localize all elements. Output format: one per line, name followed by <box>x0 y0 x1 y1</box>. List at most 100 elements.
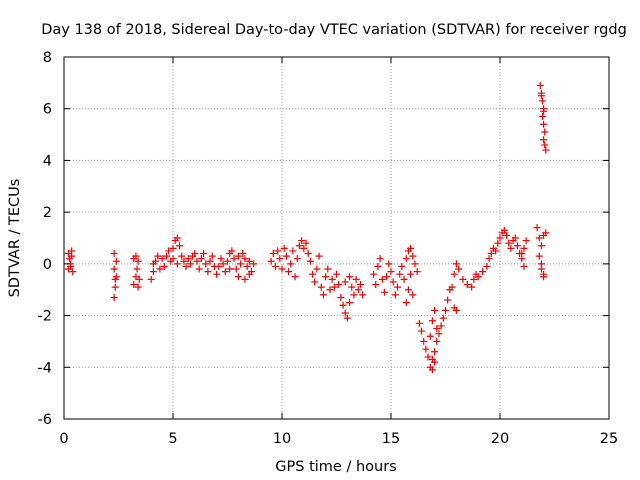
data-point <box>293 255 301 263</box>
data-point <box>433 337 441 345</box>
data-point <box>468 283 476 291</box>
data-point <box>536 81 544 89</box>
data-point <box>219 260 227 268</box>
data-point <box>492 247 500 255</box>
data-point <box>195 265 203 273</box>
data-point <box>537 242 545 250</box>
chart-title: Day 138 of 2018, Sidereal Day-to-day VTE… <box>41 22 627 38</box>
data-point <box>372 281 380 289</box>
x-tick-label: 20 <box>491 431 509 447</box>
x-tick-label: 0 <box>59 431 68 447</box>
data-point <box>237 260 245 268</box>
data-point <box>232 265 240 273</box>
data-point <box>455 265 463 273</box>
data-point <box>343 314 351 322</box>
data-point <box>540 136 548 144</box>
data-point <box>337 293 345 301</box>
data-point <box>315 252 323 260</box>
data-point <box>226 265 234 273</box>
data-point <box>374 262 382 270</box>
data-point <box>420 337 428 345</box>
data-point <box>154 252 162 260</box>
data-point <box>245 257 253 265</box>
data-point <box>287 260 295 268</box>
data-point <box>298 237 306 245</box>
data-point <box>520 244 528 252</box>
data-point <box>134 257 142 265</box>
data-point <box>356 281 364 289</box>
data-point <box>352 275 360 283</box>
data-point <box>250 260 258 268</box>
data-point <box>110 293 118 301</box>
data-point <box>540 120 548 128</box>
data-point <box>341 278 349 286</box>
data-point <box>228 247 236 255</box>
y-tick-label: 8 <box>43 50 52 66</box>
data-point <box>496 234 504 242</box>
y-tick-label: 2 <box>43 205 52 221</box>
data-point <box>241 255 249 263</box>
data-point <box>184 255 192 263</box>
data-point <box>341 309 349 317</box>
y-axis-label: SDTVAR / TECUs <box>7 179 23 298</box>
data-point <box>533 224 541 232</box>
data-point <box>407 270 415 278</box>
data-point <box>470 275 478 283</box>
data-point <box>178 252 186 260</box>
data-point <box>158 255 166 263</box>
data-point <box>221 268 229 276</box>
data-point <box>422 345 430 353</box>
data-point <box>282 252 290 260</box>
data-point <box>112 257 120 265</box>
data-point <box>541 141 549 149</box>
data-point <box>431 306 439 314</box>
data-point <box>239 250 247 258</box>
data-point <box>317 283 325 291</box>
data-point <box>487 250 495 258</box>
data-point <box>444 296 452 304</box>
data-point <box>215 262 223 270</box>
data-point <box>156 265 164 273</box>
data-point <box>274 247 282 255</box>
data-point <box>439 314 447 322</box>
data-point <box>328 275 336 283</box>
data-point <box>135 275 143 283</box>
data-point <box>130 281 138 289</box>
data-point <box>535 252 543 260</box>
x-tick-label: 10 <box>273 431 291 447</box>
data-point <box>494 239 502 247</box>
data-point <box>485 255 493 263</box>
data-point <box>511 234 519 242</box>
data-point <box>169 255 177 263</box>
data-point <box>186 260 194 268</box>
data-point <box>426 332 434 340</box>
data-point <box>224 257 231 265</box>
data-point <box>540 273 548 281</box>
data-point <box>540 107 548 115</box>
data-point <box>415 319 423 327</box>
data-point <box>245 270 253 278</box>
data-point <box>271 262 279 270</box>
data-point <box>182 262 190 270</box>
data-point <box>243 262 251 270</box>
data-point <box>520 262 528 270</box>
data-point <box>162 252 170 260</box>
data-point <box>522 237 530 245</box>
y-tick-label: 4 <box>43 153 52 169</box>
data-point <box>535 234 543 242</box>
data-point <box>330 283 338 291</box>
data-points <box>64 81 550 374</box>
data-point <box>404 286 412 294</box>
data-point <box>278 265 286 273</box>
data-point <box>285 268 293 276</box>
data-point <box>111 275 119 283</box>
data-point <box>409 252 417 260</box>
grid <box>64 57 609 419</box>
data-point <box>389 278 397 286</box>
y-tick-label: 0 <box>43 257 52 273</box>
axis-ticks: 0 5 10 15 20 25 -6 -4 -2 0 2 4 6 8 <box>38 50 619 447</box>
data-point <box>346 299 354 307</box>
data-point <box>513 242 521 250</box>
y-tick-label: -2 <box>38 309 52 325</box>
data-point <box>339 301 347 309</box>
